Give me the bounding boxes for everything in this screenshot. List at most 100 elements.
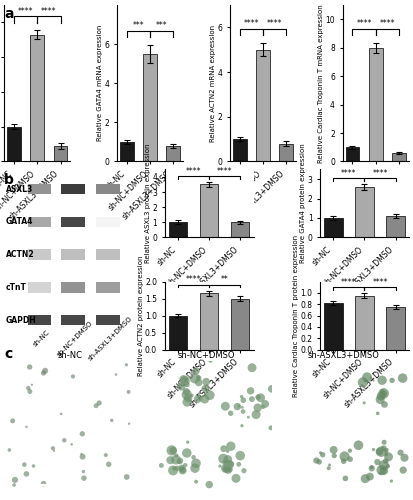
Circle shape <box>381 390 387 397</box>
Circle shape <box>381 401 388 408</box>
Circle shape <box>202 385 209 392</box>
Bar <box>7 126 21 162</box>
Bar <box>231 298 249 350</box>
Circle shape <box>332 453 337 458</box>
Circle shape <box>26 386 31 390</box>
Bar <box>143 54 157 162</box>
Circle shape <box>178 460 181 464</box>
Circle shape <box>256 394 265 402</box>
Text: ****: **** <box>380 19 395 28</box>
Text: ****: **** <box>372 278 388 287</box>
Bar <box>96 250 120 260</box>
Circle shape <box>398 374 407 383</box>
Circle shape <box>386 464 390 468</box>
Bar <box>231 222 249 238</box>
Circle shape <box>179 464 185 470</box>
Circle shape <box>348 448 352 453</box>
Circle shape <box>12 477 18 483</box>
Text: ***: *** <box>156 22 168 30</box>
Circle shape <box>159 463 164 468</box>
Y-axis label: Relative ACTN2 protein expression: Relative ACTN2 protein expression <box>138 256 144 376</box>
Bar <box>96 315 120 326</box>
Circle shape <box>200 394 209 404</box>
Circle shape <box>97 400 102 406</box>
Circle shape <box>71 374 75 378</box>
Bar <box>256 50 270 162</box>
Circle shape <box>125 363 128 366</box>
Circle shape <box>169 447 177 454</box>
Circle shape <box>218 454 228 464</box>
Bar <box>61 250 85 260</box>
Circle shape <box>115 374 117 376</box>
Text: sh-NC+DMSO: sh-NC+DMSO <box>56 320 94 358</box>
Text: ****: **** <box>341 168 357 177</box>
Bar <box>386 307 405 350</box>
Bar <box>30 34 44 162</box>
Y-axis label: Relative GATA4 mRNA expression: Relative GATA4 mRNA expression <box>97 25 103 142</box>
Circle shape <box>41 481 46 486</box>
Circle shape <box>62 438 66 442</box>
Circle shape <box>241 410 245 414</box>
Circle shape <box>226 460 229 464</box>
Text: sh-ASXL3+DMSO: sh-ASXL3+DMSO <box>87 316 133 362</box>
Bar <box>369 48 383 162</box>
Bar <box>386 216 405 238</box>
Circle shape <box>399 466 407 473</box>
Circle shape <box>379 460 389 470</box>
Circle shape <box>236 462 241 466</box>
Bar <box>96 282 120 292</box>
Circle shape <box>80 454 85 460</box>
Circle shape <box>382 440 387 445</box>
Circle shape <box>377 392 385 400</box>
Text: cTnT: cTnT <box>6 283 27 292</box>
Circle shape <box>183 463 188 468</box>
Title: sh-NC: sh-NC <box>57 351 82 360</box>
Circle shape <box>182 390 192 400</box>
Circle shape <box>375 448 383 456</box>
Circle shape <box>240 424 244 428</box>
Bar <box>120 142 134 162</box>
Text: ****: **** <box>18 6 33 16</box>
Circle shape <box>31 384 33 386</box>
Bar <box>355 187 374 238</box>
Circle shape <box>254 404 262 412</box>
Bar <box>166 146 180 162</box>
Bar <box>279 144 293 162</box>
Circle shape <box>374 459 380 465</box>
Circle shape <box>191 458 201 468</box>
Title: sh-ASXL3+DMSO: sh-ASXL3+DMSO <box>307 351 379 360</box>
Bar <box>233 139 247 162</box>
Circle shape <box>397 450 404 456</box>
Circle shape <box>247 363 256 372</box>
Text: ASXL3: ASXL3 <box>6 184 33 194</box>
Circle shape <box>183 388 190 395</box>
Text: ACTN2: ACTN2 <box>6 250 35 259</box>
Text: c: c <box>4 348 12 362</box>
Circle shape <box>176 458 183 464</box>
Circle shape <box>385 453 388 456</box>
Circle shape <box>179 375 188 384</box>
Circle shape <box>376 395 385 404</box>
Bar <box>324 303 343 350</box>
Circle shape <box>384 452 393 462</box>
Circle shape <box>347 456 353 462</box>
Text: ****: **** <box>341 278 357 287</box>
Circle shape <box>379 472 382 475</box>
Circle shape <box>376 446 387 457</box>
Circle shape <box>127 390 131 394</box>
Circle shape <box>241 468 247 473</box>
Circle shape <box>225 466 232 474</box>
Text: ****: **** <box>372 168 388 177</box>
Circle shape <box>81 476 87 481</box>
Circle shape <box>198 392 200 395</box>
Circle shape <box>42 368 48 374</box>
Circle shape <box>342 476 348 482</box>
Circle shape <box>268 426 273 430</box>
Circle shape <box>190 373 200 384</box>
Bar <box>96 216 120 227</box>
Circle shape <box>175 466 180 471</box>
Circle shape <box>330 446 337 454</box>
Circle shape <box>241 406 244 409</box>
Circle shape <box>363 402 366 404</box>
Circle shape <box>206 481 213 488</box>
